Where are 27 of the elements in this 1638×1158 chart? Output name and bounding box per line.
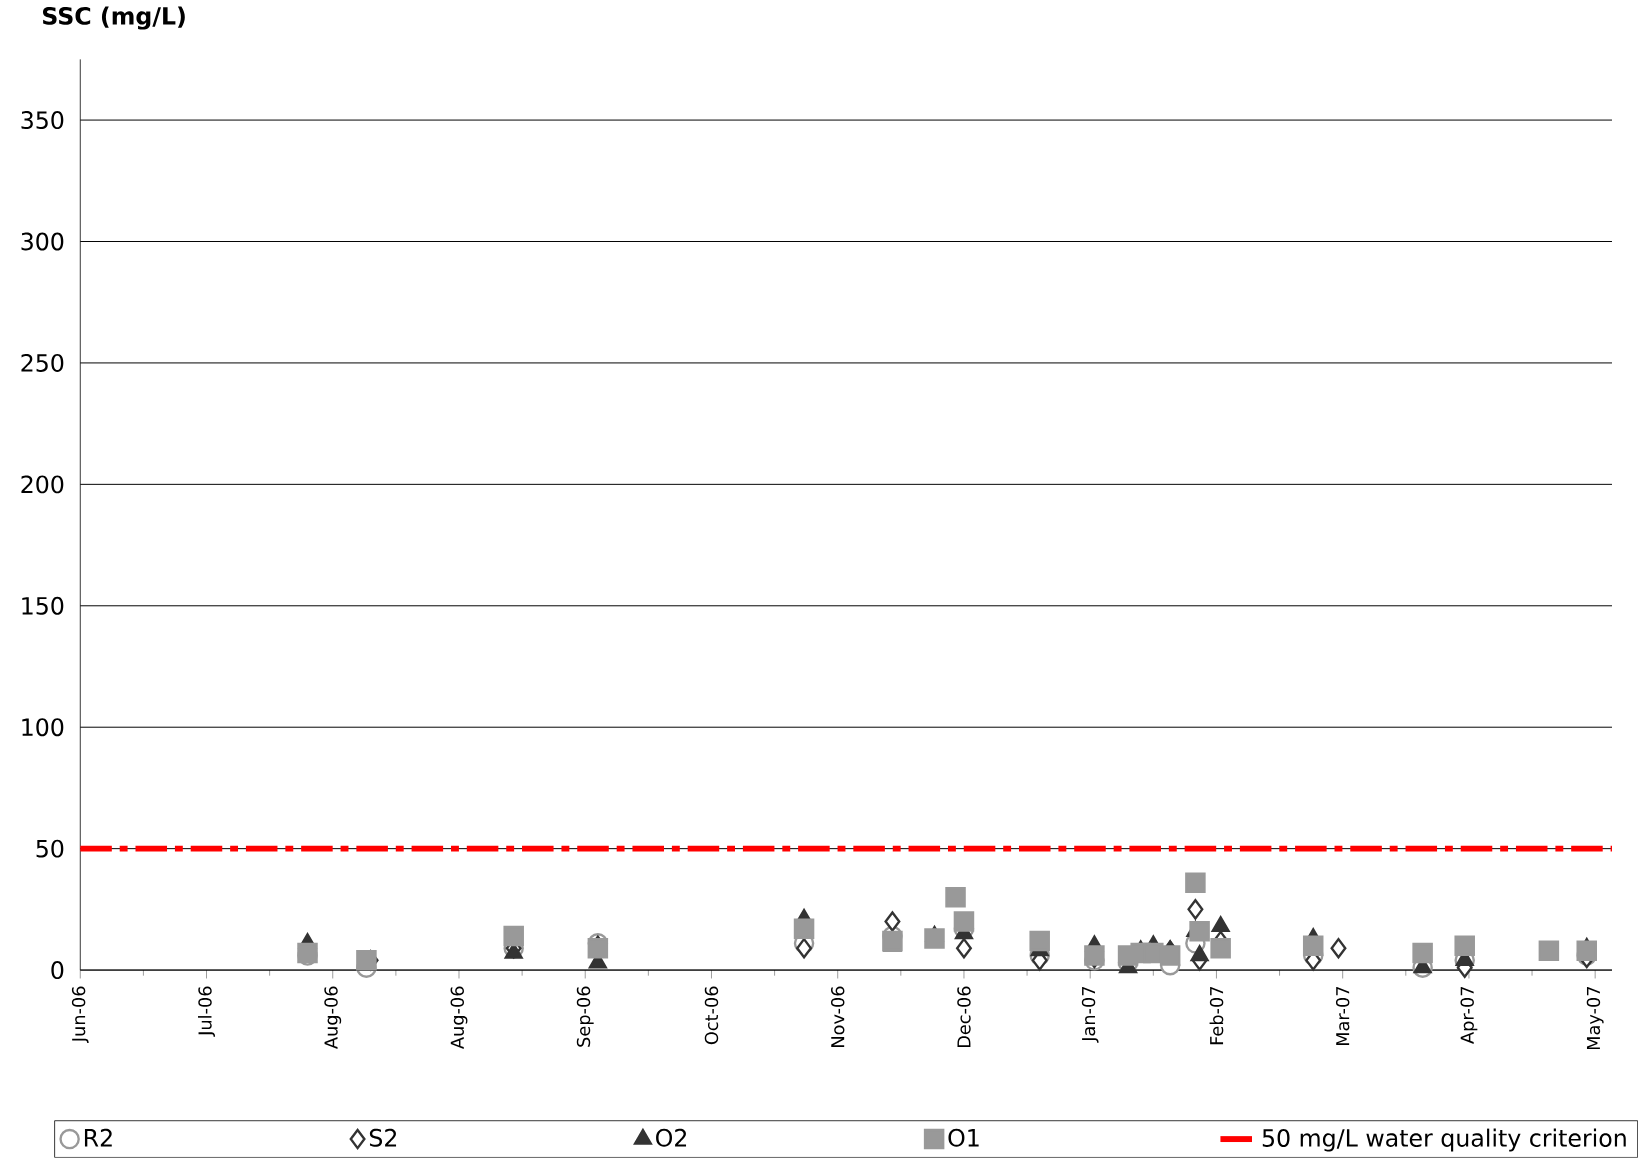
y-tick-label: 0 xyxy=(51,961,64,980)
x-tick-label: Oct-06 xyxy=(704,986,719,1045)
y-tick-label: 50 xyxy=(36,839,64,858)
x-tick-label: Apr-07 xyxy=(1460,987,1478,1044)
x-tick-label: Feb-07 xyxy=(1209,987,1224,1045)
x-tick-label: Sep-06 xyxy=(576,986,594,1047)
y-tick-label: 250 xyxy=(21,354,64,372)
x-tick-label: Aug-06 xyxy=(324,986,342,1050)
x-tick-label: Aug-06 xyxy=(450,986,468,1050)
x-tick-label: Dec-06 xyxy=(957,986,971,1048)
x-tick-label: Nov-06 xyxy=(831,986,845,1047)
y-tick-label: 350 xyxy=(21,111,64,130)
y-tick-label: 200 xyxy=(21,475,64,494)
legend-label: R2 xyxy=(84,1128,112,1147)
x-tick-label: Jul-06 xyxy=(197,986,216,1037)
x-tick-label: May-07 xyxy=(1586,987,1604,1050)
legend-label: O2 xyxy=(656,1128,687,1147)
x-tick-label: Mar-07 xyxy=(1335,987,1350,1046)
legend-label: O1 xyxy=(948,1128,979,1147)
x-tick-label: Jun-06 xyxy=(71,986,89,1044)
legend-label: 50 mg/L water quality criterion xyxy=(1262,1128,1626,1152)
y-tick-label: 300 xyxy=(21,232,64,251)
legend-label: S2 xyxy=(369,1128,397,1147)
y-axis-title: SSC (mg/L) xyxy=(42,6,185,30)
x-tick-label: Jan-07 xyxy=(1081,987,1099,1043)
y-tick-label: 150 xyxy=(22,596,64,615)
y-tick-label: 100 xyxy=(22,718,64,737)
